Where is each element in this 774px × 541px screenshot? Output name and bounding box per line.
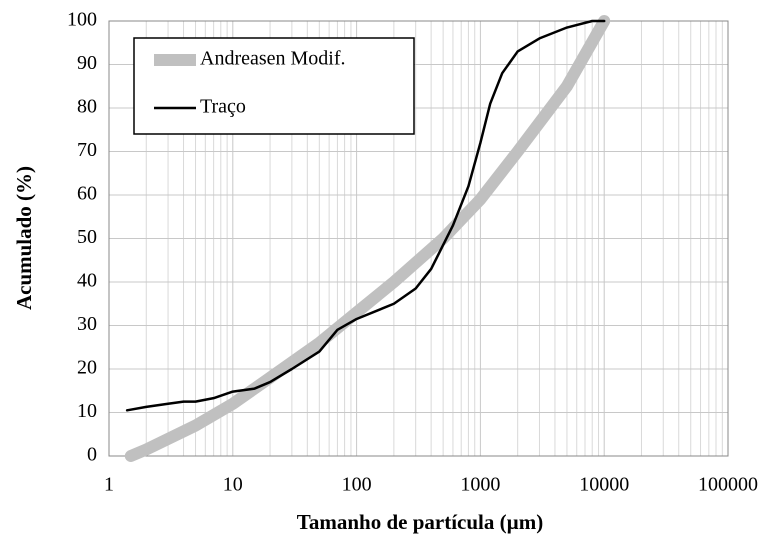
y-tick-label: 40 bbox=[77, 270, 97, 292]
plot-border bbox=[108, 20, 729, 457]
y-tick-label: 80 bbox=[77, 96, 97, 118]
y-tick-label: 20 bbox=[77, 357, 97, 379]
y-tick-label: 90 bbox=[77, 52, 97, 74]
x-tick-label: 100000 bbox=[698, 474, 758, 496]
y-tick-label: 10 bbox=[77, 400, 97, 422]
y-tick-label: 0 bbox=[87, 444, 97, 466]
y-tick-label: 30 bbox=[77, 313, 97, 335]
x-tick-label: 1 bbox=[104, 474, 114, 496]
x-tick-label: 10000 bbox=[579, 474, 629, 496]
legend-label: Andreasen Modif. bbox=[200, 48, 346, 70]
y-axis-title: Acumulado (%) bbox=[12, 166, 36, 310]
x-tick-label: 1000 bbox=[460, 474, 500, 496]
legend-label: Traço bbox=[200, 96, 246, 118]
y-tick-label: 100 bbox=[67, 9, 97, 31]
y-tick-label: 70 bbox=[77, 139, 97, 161]
x-axis-title: Tamanho de partícula (µm) bbox=[297, 510, 543, 534]
y-tick-label: 50 bbox=[77, 226, 97, 248]
y-tick-label: 60 bbox=[77, 183, 97, 205]
x-tick-label: 100 bbox=[342, 474, 372, 496]
x-tick-label: 10 bbox=[223, 474, 243, 496]
series-line bbox=[124, 15, 611, 462]
series-line bbox=[125, 19, 606, 412]
